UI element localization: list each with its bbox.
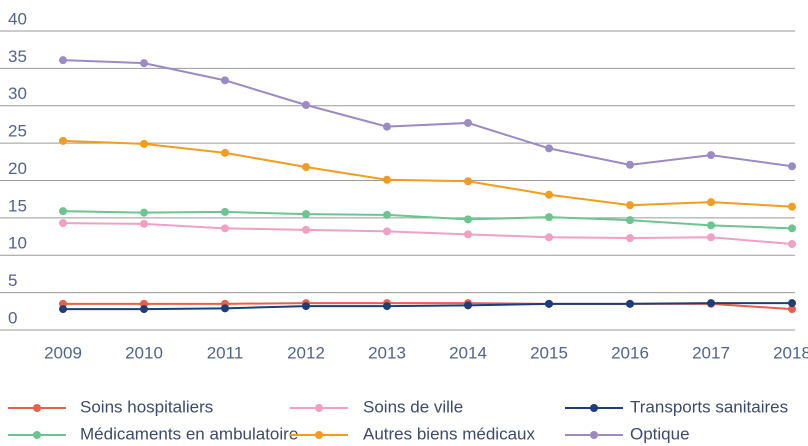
point	[707, 151, 715, 160]
point	[545, 190, 553, 199]
point	[59, 136, 67, 145]
point	[464, 177, 472, 186]
point	[788, 299, 796, 308]
point	[626, 234, 634, 243]
point	[302, 163, 310, 172]
y-tick-label: 30	[8, 84, 27, 103]
y-tick-label: 40	[8, 9, 27, 28]
point	[383, 122, 391, 131]
point	[302, 302, 310, 311]
point	[788, 305, 796, 314]
point	[221, 304, 229, 313]
x-tick-label: 2014	[449, 343, 487, 362]
x-tick-label: 2010	[125, 343, 163, 362]
point	[59, 56, 67, 65]
point	[221, 224, 229, 233]
point	[140, 208, 148, 217]
series-line	[63, 302, 792, 311]
y-tick-label: 35	[8, 47, 27, 66]
point	[707, 221, 715, 230]
y-tick-label: 25	[8, 122, 27, 141]
y-tick-label: 20	[8, 159, 27, 178]
legend-label: Médicaments en ambulatoire	[80, 424, 298, 443]
legend-marker	[315, 404, 323, 412]
point	[221, 76, 229, 85]
point	[59, 305, 67, 314]
point	[707, 233, 715, 242]
point	[140, 59, 148, 68]
legend-marker	[590, 431, 598, 439]
point	[140, 139, 148, 148]
point	[788, 202, 796, 211]
point	[545, 213, 553, 222]
point	[707, 198, 715, 207]
x-tick-label: 2015	[530, 343, 568, 362]
legend-marker	[590, 404, 598, 412]
point	[59, 219, 67, 228]
point	[626, 299, 634, 308]
series-line	[62, 222, 793, 246]
y-tick-label: 15	[8, 196, 27, 215]
series-line	[62, 59, 793, 168]
y-tick-label: 5	[8, 271, 17, 290]
x-tick-label: 2018	[773, 343, 808, 362]
legend-label: Autres biens médicaux	[363, 424, 535, 443]
point	[626, 160, 634, 169]
point	[545, 233, 553, 242]
point	[707, 299, 715, 308]
point	[788, 240, 796, 249]
x-tick-label: 2011	[207, 343, 244, 362]
y-tick-label: 10	[8, 234, 27, 253]
legend-label: Soins de ville	[363, 397, 463, 416]
point	[221, 148, 229, 157]
x-tick-label: 2017	[692, 343, 730, 362]
legend-label: Soins hospitaliers	[80, 397, 213, 416]
x-tick-label: 2012	[287, 343, 325, 362]
point	[545, 299, 553, 308]
point	[545, 144, 553, 153]
point	[383, 210, 391, 219]
legend-label: Optique	[630, 424, 690, 443]
point	[788, 224, 796, 233]
series-line	[62, 139, 793, 208]
x-tick-label: 2013	[368, 343, 406, 362]
point	[140, 305, 148, 314]
point	[59, 207, 67, 216]
legend-marker	[33, 431, 41, 439]
point	[383, 175, 391, 184]
series-line	[62, 210, 793, 230]
point	[464, 215, 472, 224]
legend-marker	[33, 404, 41, 412]
legend-label: Transports sanitaires	[630, 397, 788, 416]
point	[302, 101, 310, 110]
point	[464, 301, 472, 310]
point	[302, 225, 310, 234]
x-tick-label: 2009	[44, 343, 82, 362]
legend-marker	[315, 431, 323, 439]
x-tick-label: 2016	[611, 343, 649, 362]
point	[221, 207, 229, 216]
point	[626, 216, 634, 225]
point	[626, 201, 634, 210]
point	[464, 230, 472, 239]
y-tick-label: 0	[8, 308, 17, 327]
point	[383, 227, 391, 236]
point	[464, 118, 472, 127]
point	[788, 162, 796, 171]
point	[140, 219, 148, 228]
point	[302, 210, 310, 219]
point	[383, 302, 391, 311]
